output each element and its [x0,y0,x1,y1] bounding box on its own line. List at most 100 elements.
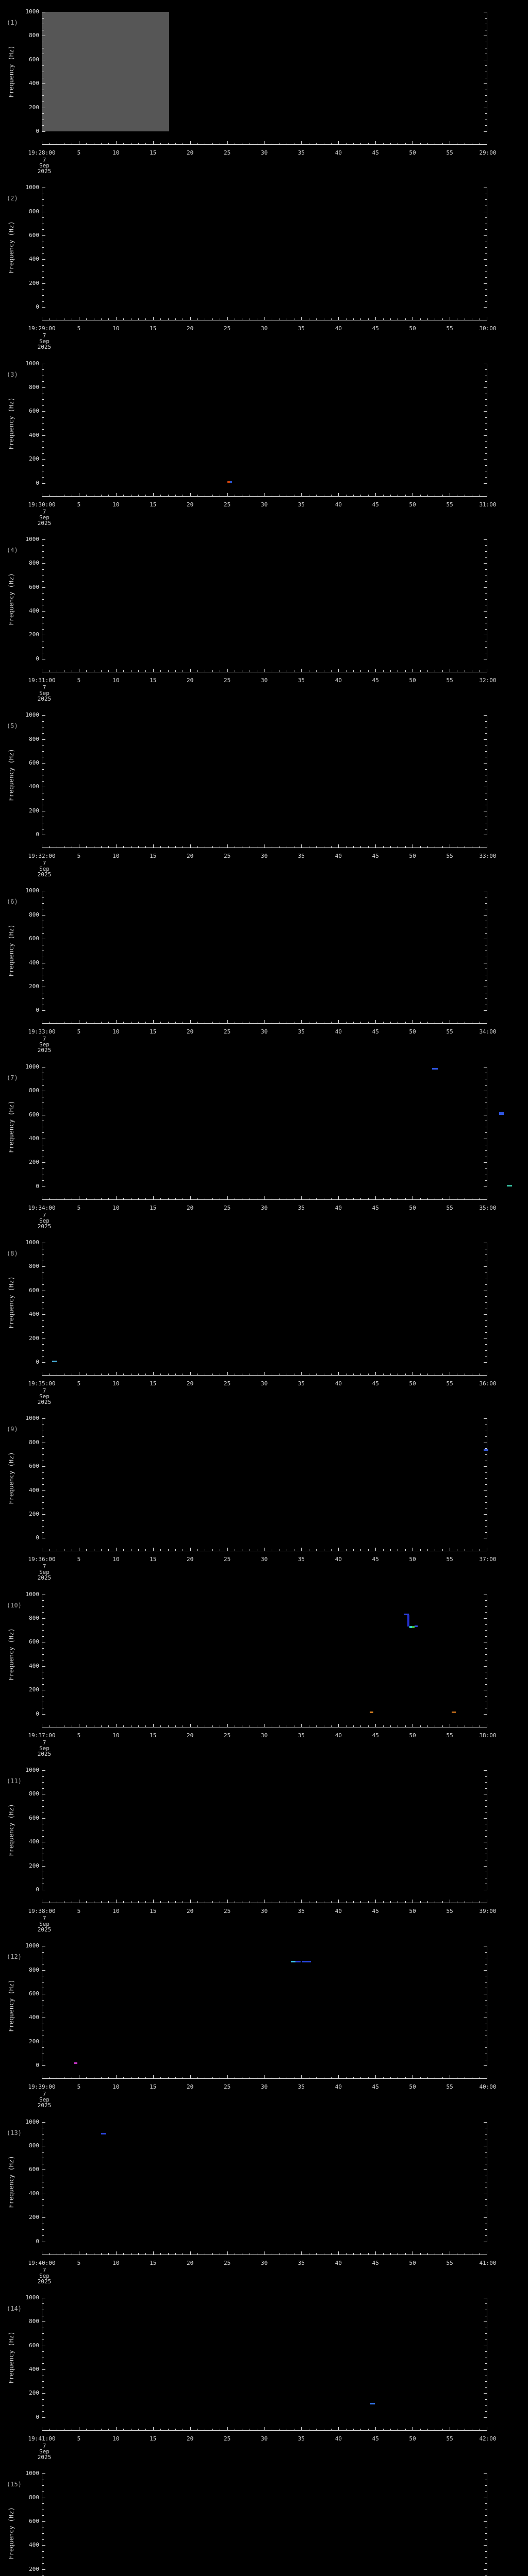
y-tick [485,2351,487,2352]
y-tick [484,2521,487,2522]
x-tick [264,493,265,496]
y-tick [42,1418,45,1419]
x-tick [197,670,199,672]
y-tick [42,2321,45,2323]
y-tick [42,551,44,552]
x-tick-label: 40 [335,676,342,684]
y-tick-label: 800 [29,1615,39,1622]
spectrogram-plot-area [42,891,487,1010]
x-tick [190,1020,191,1024]
y-tick [42,2533,44,2534]
y-tick [485,1436,487,1437]
x-axis-end-time: 33:00 [479,853,497,860]
x-tick [212,2077,213,2079]
y-tick [484,2217,487,2218]
date-day: 7 [42,684,46,691]
x-tick [190,1723,191,1727]
y-tick [42,2122,45,2123]
x-tick [383,1549,384,1551]
x-tick [123,2428,124,2430]
y-tick [42,1696,44,1697]
y-tick [42,739,45,740]
x-tick [123,494,124,496]
x-tick [212,143,213,144]
y-tick [42,1648,44,1649]
x-tick [301,1196,302,1199]
x-tick-label: 35 [298,1907,305,1914]
x-tick [412,2427,414,2430]
x-tick [108,494,109,496]
x-tick [168,1197,169,1199]
x-tick [175,1197,176,1199]
x-tick-label: 50 [409,1028,416,1036]
y-tick [42,2199,44,2200]
x-tick-label: 55 [446,1556,453,1563]
date-month: Sep [39,2096,50,2104]
x-tick [412,844,414,848]
spectrogram-plot-area [42,1946,487,2065]
x-tick [101,2428,102,2430]
date-month: Sep [39,2272,50,2279]
x-tick-label: 40 [335,1556,342,1563]
x-tick [405,1901,406,1903]
y-tick [42,1508,44,1509]
x-tick [316,1725,317,1727]
x-tick-label: 30 [260,2083,268,2091]
y-tick-label: 200 [29,455,39,463]
x-tick [383,1901,384,1903]
x-tick [49,670,50,672]
x-tick [316,318,317,320]
y-tick [42,229,44,230]
x-tick [123,1374,124,1376]
x-tick [197,2252,199,2255]
x-tick [138,2428,139,2430]
x-tick [375,1548,376,1551]
date-day: 7 [42,1036,46,1043]
spectrogram-plot-area [42,1418,488,1538]
date-day: 7 [42,1563,46,1570]
x-tick-label: 5 [77,2083,81,2091]
y-tick [42,441,44,442]
x-axis-end-time: 37:00 [479,1556,497,1563]
x-tick [353,318,354,320]
x-tick [412,1372,414,1376]
x-tick-label: 35 [298,1380,305,1387]
x-tick [412,2251,414,2255]
x-tick [427,2252,428,2255]
y-tick [42,253,44,254]
y-tick [42,1454,44,1455]
x-tick [301,668,302,672]
y-tick [485,405,487,406]
date-day: 7 [42,332,46,340]
x-tick [145,1549,146,1551]
x-tick [405,670,406,672]
x-tick [197,318,199,320]
x-tick [375,2427,376,2430]
y-tick [42,2569,45,2570]
x-tick [116,493,117,496]
x-tick [383,670,384,672]
y-tick [484,914,487,916]
x-tick [375,844,376,848]
y-tick [42,1806,44,1807]
x-tick [368,318,369,320]
y-tick [42,545,44,546]
x-tick-label: 15 [150,676,157,684]
x-tick-label: 45 [372,325,379,332]
y-tick-label: 200 [29,2214,39,2221]
x-tick [427,1901,428,1903]
y-tick [42,539,45,540]
y-axis-title: Frequency (Hz) [8,573,15,625]
x-tick [390,318,391,320]
y-axis-title: Frequency (Hz) [8,1979,15,2032]
y-tick [42,1350,44,1351]
x-tick [316,2077,317,2079]
x-tick-label: 35 [298,676,305,684]
x-tick [316,1374,317,1376]
x-tick [331,670,332,672]
x-tick-label: 45 [372,1028,379,1036]
y-axis-title: Frequency (Hz) [8,1452,15,1504]
y-tick [42,1654,44,1655]
y-tick [485,1478,487,1479]
x-tick [212,1549,213,1551]
